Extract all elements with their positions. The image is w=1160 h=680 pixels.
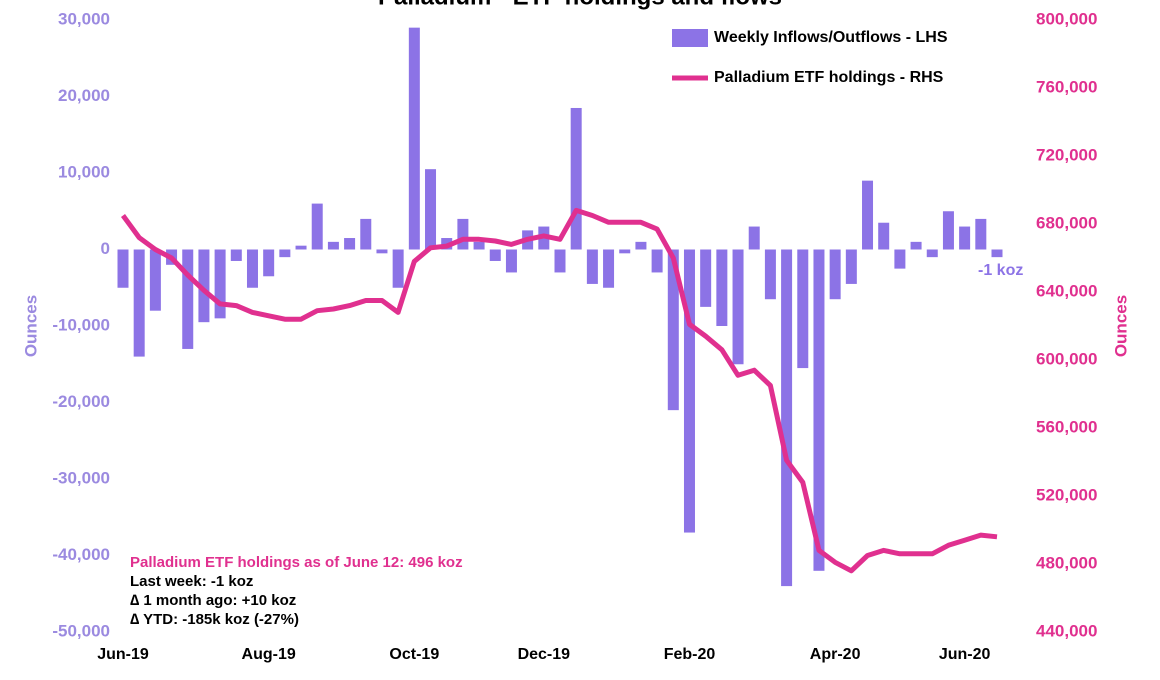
bar	[279, 249, 291, 258]
bar	[214, 249, 226, 319]
bar	[198, 249, 210, 323]
bar	[603, 249, 615, 288]
bar	[926, 249, 938, 258]
y2-tick-label: 520,000	[1036, 485, 1097, 504]
bar	[635, 241, 647, 250]
y2-tick-label: 760,000	[1036, 77, 1097, 96]
x-tick-label: Dec-19	[518, 646, 571, 663]
note: Palladium ETF holdings as of June 12: 49…	[130, 554, 463, 571]
bar	[473, 241, 485, 250]
bar	[408, 27, 420, 250]
y-tick-label: -30,000	[52, 468, 110, 487]
y2-tick-label: 600,000	[1036, 349, 1097, 368]
y2-tick-label: 680,000	[1036, 213, 1097, 232]
legend-swatch	[672, 29, 708, 47]
line	[120, 207, 998, 574]
y-tick-label: 0	[101, 239, 110, 258]
x-tick-label: Feb-20	[664, 646, 716, 663]
y-tick-label: -20,000	[52, 392, 110, 411]
bar	[505, 249, 517, 273]
y2-tick-label: 440,000	[1036, 621, 1097, 640]
bar	[942, 211, 954, 250]
bar	[230, 249, 242, 261]
x-tick-label: Jun-20	[939, 646, 991, 663]
y2-tick-label: 560,000	[1036, 417, 1097, 436]
y-axis-label: Ounces	[21, 295, 40, 357]
y-tick-label: -10,000	[52, 315, 110, 334]
bar	[554, 249, 566, 273]
x-tick-label: Jun-19	[97, 646, 149, 663]
bar	[959, 226, 971, 250]
y-tick-label: 10,000	[58, 162, 110, 181]
bar	[862, 180, 874, 250]
bar	[991, 249, 1003, 258]
bar	[570, 107, 582, 250]
y2-tick-label: 480,000	[1036, 553, 1097, 572]
bar	[133, 249, 145, 357]
bar	[975, 218, 987, 250]
legend-label: Weekly Inflows/Outflows - LHS	[714, 29, 948, 46]
x-tick-label: Aug-19	[242, 646, 296, 663]
bar	[700, 249, 712, 307]
bar	[797, 249, 809, 369]
bar	[748, 226, 760, 250]
y-tick-label: 30,000	[58, 9, 110, 28]
bar	[683, 249, 695, 533]
bar	[651, 249, 663, 273]
bar	[732, 249, 744, 365]
annotation: -1 koz	[978, 262, 1023, 279]
y2-axis-label: Ounces	[1111, 295, 1130, 357]
bar	[489, 249, 501, 261]
bar	[457, 218, 469, 250]
bar	[716, 249, 728, 326]
y2-tick-label: 720,000	[1036, 145, 1097, 164]
bar	[813, 249, 825, 571]
x-tick-label: Oct-19	[389, 646, 439, 663]
bar	[360, 218, 372, 250]
bar	[910, 241, 922, 250]
bar	[327, 241, 339, 250]
bar	[425, 169, 437, 250]
chart-title: Palladium - ETF holdings and flows	[378, 0, 782, 10]
note: ∆ 1 month ago: +10 koz	[130, 592, 296, 609]
bar	[764, 249, 776, 300]
bar	[878, 222, 890, 250]
bar	[586, 249, 598, 284]
bar	[344, 238, 356, 250]
bar	[246, 249, 258, 288]
bar	[781, 249, 793, 587]
legend-label: Palladium ETF holdings - RHS	[714, 69, 944, 86]
bar	[619, 249, 631, 254]
bar	[295, 245, 307, 250]
note: ∆ YTD: -185k koz (-27%)	[130, 611, 299, 628]
y-tick-label: 20,000	[58, 86, 110, 105]
note: Last week: -1 koz	[130, 573, 253, 590]
bar	[845, 249, 857, 284]
y-tick-label: -50,000	[52, 621, 110, 640]
bar	[182, 249, 194, 349]
bar	[263, 249, 275, 277]
y2-tick-label: 800,000	[1036, 9, 1097, 28]
bar	[894, 249, 906, 269]
bar	[667, 249, 679, 411]
bar	[117, 249, 129, 288]
y2-tick-label: 640,000	[1036, 281, 1097, 300]
bar	[376, 249, 388, 254]
y-tick-label: -40,000	[52, 545, 110, 564]
x-tick-label: Apr-20	[810, 646, 861, 663]
bar	[149, 249, 161, 311]
bar	[392, 249, 404, 288]
bar	[311, 203, 323, 250]
bar	[829, 249, 841, 300]
